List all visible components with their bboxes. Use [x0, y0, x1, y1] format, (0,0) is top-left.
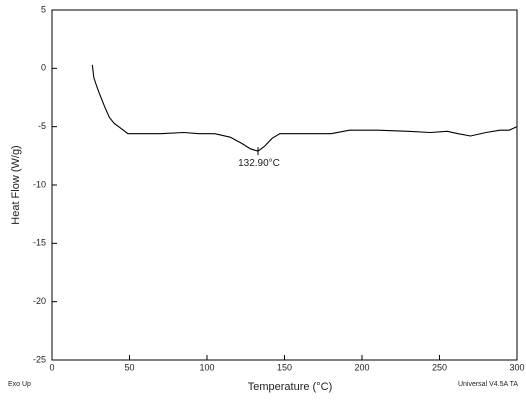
y-tick-label: 5	[41, 4, 46, 14]
footer-left: Exo Up	[8, 381, 31, 388]
plot-frame	[51, 9, 518, 361]
x-tick-label: 200	[354, 362, 369, 372]
x-tick-label: 0	[49, 362, 54, 372]
x-tick-label: 150	[277, 362, 292, 372]
y-tick-label: -15	[33, 238, 46, 248]
x-axis-label: Temperature (°C)	[248, 381, 332, 393]
x-tick-label: 250	[432, 362, 447, 372]
y-tick-label: 0	[41, 63, 46, 73]
annotation: 132.90°C	[238, 158, 280, 169]
y-tick-label: -5	[38, 121, 46, 131]
footer-right: Universal V4.5A TA	[458, 381, 518, 388]
y-tick-label: -10	[33, 179, 46, 189]
y-tick-label: -25	[33, 354, 46, 364]
x-tick-label: 300	[509, 362, 524, 372]
y-axis-label: Heat Flow (W/g)	[10, 145, 22, 224]
y-tick-label: -20	[33, 296, 46, 306]
x-tick-label: 100	[199, 362, 214, 372]
x-tick-label: 50	[124, 362, 134, 372]
data-line	[91, 64, 518, 152]
